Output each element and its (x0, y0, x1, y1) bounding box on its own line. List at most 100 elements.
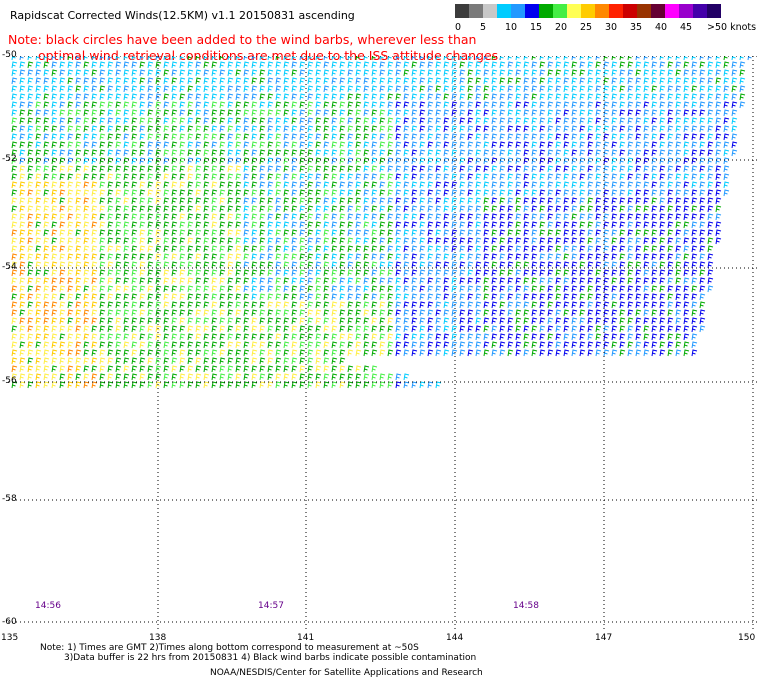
wind-barb (515, 277, 522, 285)
wind-barb (67, 77, 74, 85)
wind-barb (203, 77, 210, 85)
wind-barb (299, 253, 306, 261)
wind-barb (467, 141, 474, 149)
wind-barb (507, 149, 514, 157)
wind-barb (659, 173, 666, 181)
wind-barb (691, 101, 698, 109)
wind-barb (555, 61, 562, 69)
color-scale-unit-label: >50 knots (707, 22, 757, 33)
wind-barb (451, 157, 458, 165)
wind-barb (211, 309, 218, 317)
wind-barb (579, 69, 586, 77)
color-scale-tick-label: 30 (605, 22, 618, 33)
wind-barb (691, 149, 698, 157)
wind-barb (171, 261, 178, 269)
wind-barb (411, 237, 418, 245)
wind-barb (11, 117, 18, 125)
wind-barb (355, 69, 362, 77)
wind-barb (507, 117, 514, 125)
wind-barb (419, 269, 426, 277)
wind-barb (235, 373, 242, 381)
wind-barb (731, 141, 738, 149)
wind-barb (155, 56, 160, 61)
wind-barb (459, 269, 466, 277)
wind-barb (627, 173, 634, 181)
wind-barb (235, 333, 242, 341)
wind-barb (355, 101, 362, 109)
wind-barb (59, 157, 66, 165)
wind-barb (163, 349, 170, 357)
wind-barb (667, 325, 674, 333)
wind-barb (339, 93, 346, 101)
wind-barb (403, 245, 410, 253)
wind-barb (347, 61, 354, 69)
wind-barb (547, 189, 554, 197)
wind-barb (203, 61, 210, 69)
wind-barb (139, 301, 146, 309)
wind-barb (451, 309, 458, 317)
wind-barb (43, 237, 50, 245)
wind-barb (371, 341, 378, 349)
wind-barb (35, 157, 42, 165)
wind-barb (611, 229, 618, 237)
wind-barb (259, 181, 266, 189)
wind-barb (171, 149, 178, 157)
wind-barb (315, 125, 322, 133)
wind-barb (483, 165, 490, 173)
wind-barb (707, 205, 714, 213)
wind-barb (315, 56, 320, 61)
wind-barb (35, 285, 42, 293)
wind-barb (123, 293, 130, 301)
wind-barb (267, 301, 274, 309)
wind-barb (707, 101, 714, 109)
wind-barb (123, 277, 130, 285)
wind-barb (531, 56, 536, 61)
wind-barb (347, 349, 354, 357)
wind-barb (331, 205, 338, 213)
wind-barb (507, 125, 514, 133)
wind-barb (459, 157, 466, 165)
wind-barb (579, 221, 586, 229)
wind-barb (523, 229, 530, 237)
wind-barb (275, 341, 282, 349)
wind-barb (387, 333, 394, 341)
wind-barb (67, 93, 74, 101)
wind-barb (27, 101, 34, 109)
wind-barb (563, 117, 570, 125)
wind-barb (75, 253, 82, 261)
wind-barb (467, 317, 474, 325)
wind-barb (531, 301, 538, 309)
wind-barb (355, 85, 362, 93)
wind-barb (187, 357, 194, 365)
wind-barb (451, 341, 458, 349)
wind-barb (499, 221, 506, 229)
wind-barb (507, 133, 514, 141)
wind-barb (499, 101, 506, 109)
wind-barb (163, 309, 170, 317)
wind-barb (555, 133, 562, 141)
wind-barb (115, 357, 122, 365)
wind-barb (387, 77, 394, 85)
wind-barb (347, 197, 354, 205)
wind-barb (715, 221, 722, 229)
wind-barb (331, 237, 338, 245)
wind-barb (427, 245, 434, 253)
wind-barb (531, 253, 538, 261)
wind-barb (355, 317, 362, 325)
wind-barb (651, 221, 658, 229)
wind-barb (83, 85, 90, 93)
wind-barb (171, 181, 178, 189)
wind-barb (19, 173, 26, 181)
wind-barb (451, 317, 458, 325)
wind-barb (123, 61, 130, 69)
wind-barb (579, 197, 586, 205)
wind-barb (283, 381, 290, 389)
wind-barb (531, 261, 538, 269)
wind-barb (587, 61, 594, 69)
wind-barb (315, 141, 322, 149)
wind-barb (203, 101, 210, 109)
wind-barb (139, 325, 146, 333)
wind-barb (683, 197, 690, 205)
wind-barb (563, 221, 570, 229)
wind-barb (307, 349, 314, 357)
